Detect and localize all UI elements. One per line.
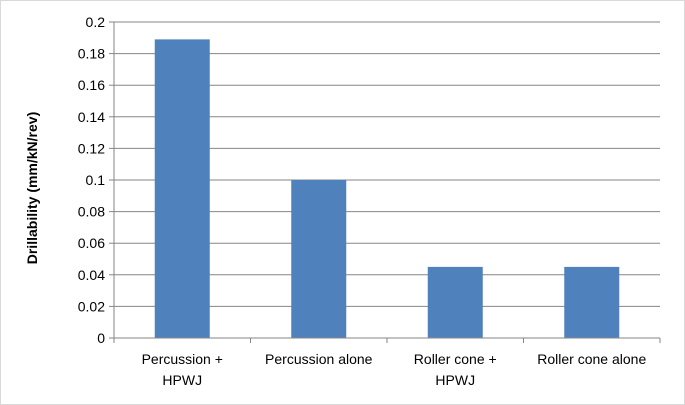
y-tick-label: 0.06	[78, 235, 105, 251]
bar	[564, 266, 620, 338]
y-tick-label: 0.04	[78, 267, 105, 283]
x-tick-label: HPWJ	[162, 372, 202, 388]
y-tick-label: 0.2	[86, 14, 106, 30]
bar	[291, 180, 347, 338]
y-tick-labels: 0 0.02 0.04 0.06 0.08 0.1 0.12 0.14 0.16 0.18 0.2	[78, 14, 105, 346]
x-tick-label: Percussion +	[142, 351, 223, 367]
y-axis-label: Drillability (mm/kN/rev)	[24, 112, 40, 265]
bars	[154, 39, 620, 338]
y-tick-label: 0.16	[78, 77, 105, 93]
x-tick-label: Roller cone +	[414, 351, 497, 367]
y-tick-label: 0.1	[86, 172, 106, 188]
bar	[154, 39, 210, 338]
x-tick-labels: Percussion + HPWJ Percussion alone Roller c…	[142, 351, 647, 388]
y-tick-label: 0.18	[78, 46, 105, 62]
y-tick-label: 0	[97, 330, 105, 346]
x-tick-label: Percussion alone	[265, 351, 373, 367]
y-tick-label: 0.02	[78, 298, 105, 314]
y-tick-label: 0.14	[78, 109, 105, 125]
y-tick-label: 0.08	[78, 204, 105, 220]
x-tick-label: HPWJ	[435, 372, 475, 388]
y-tick-label: 0.12	[78, 140, 105, 156]
bar	[427, 266, 483, 338]
x-tick-label: Roller cone alone	[537, 351, 646, 367]
axes	[113, 22, 661, 343]
